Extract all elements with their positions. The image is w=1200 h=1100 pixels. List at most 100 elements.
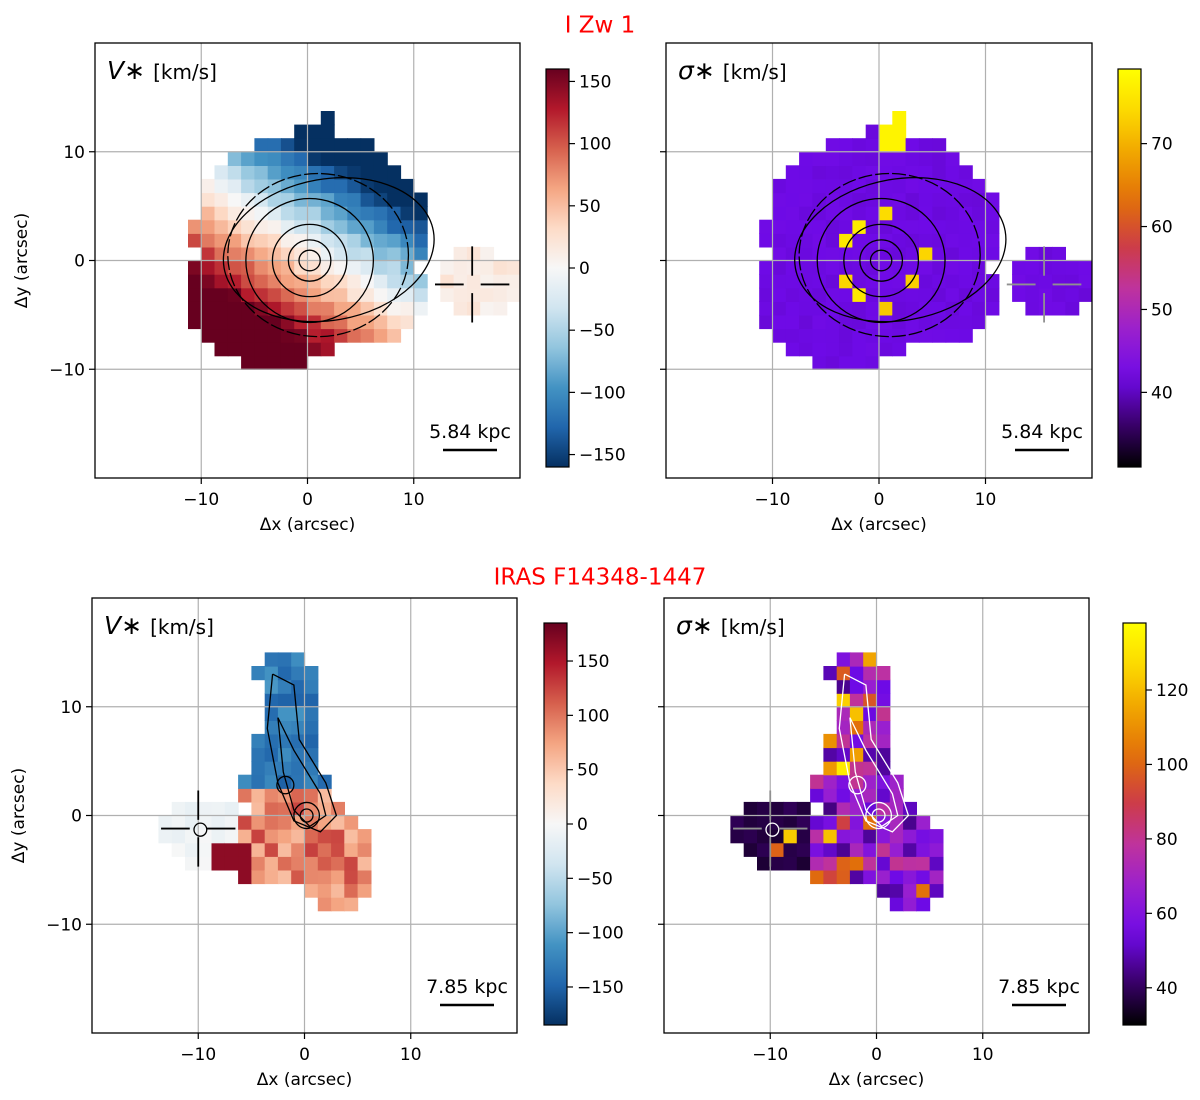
colorbar-tick-label: −50 [579,321,615,341]
map-cell [836,693,851,708]
map-cell [1052,246,1066,262]
map-cell [334,138,348,153]
map-cell [413,233,428,248]
map-cell [892,233,907,248]
map-cell [238,856,252,871]
map-cell [360,178,375,194]
map-cell [373,192,388,207]
map-cell [304,679,319,694]
map-cell [373,206,388,221]
map-cell [812,233,827,248]
map-cell [334,246,348,262]
map-cell [506,260,520,275]
map-cell [185,856,199,871]
map-cell [865,138,880,153]
map-cell [304,693,319,708]
map-cell [334,206,348,221]
map-cell [839,151,853,166]
map-cell [347,138,362,153]
map-cell [879,246,893,262]
map-cell [357,829,372,844]
map-cell [267,287,282,302]
map-cell [852,328,867,343]
map-cell [892,206,907,221]
colorbar-gradient [543,622,568,1026]
map-cell [360,287,375,302]
map-cell [238,788,252,803]
map-cell [241,260,255,275]
map-cell [945,165,960,180]
map-cell [759,219,774,234]
map-cell [785,314,800,330]
map-cell [440,274,455,289]
map-cell [344,883,359,898]
map-cell [796,829,811,844]
map-cell [757,815,771,830]
map-cell [812,328,827,343]
map-cell [331,801,345,817]
map-cell [1012,260,1026,275]
map-cell [743,829,758,844]
map-cell [770,856,785,871]
colorbar-tick-label: 100 [577,706,609,726]
contour-level [266,673,338,833]
map-cell [836,747,851,762]
map-cell [972,287,987,302]
map-cell [876,842,891,857]
map-cell [400,287,415,302]
x-axis-label: Δx (arcsec) [829,1070,924,1090]
map-cell [812,151,827,166]
map-cell [224,829,239,844]
map-cell [825,355,840,370]
x-tick-label: 10 [972,1045,994,1065]
map-cell [1052,301,1066,316]
map-cell [972,246,987,262]
contour-level [871,808,886,823]
map-cell [264,842,279,857]
map-cell [254,314,269,330]
panel-label: V∗ [km/s] [107,56,217,85]
map-cell [825,274,840,289]
map-cell [889,829,904,844]
map-cell [932,314,947,330]
map-cell [972,233,987,248]
map-cell [320,206,335,221]
map-cell [876,856,891,871]
map-cell [865,328,880,343]
contour-level [287,239,332,282]
map-cell [772,287,787,302]
map-cell [264,733,279,749]
map-cell [985,246,1000,262]
map-cell [211,842,226,857]
map-cell [291,693,306,708]
map-cell [241,355,255,370]
map-cell [214,287,229,302]
map-cell [1065,274,1080,289]
map-cell [799,178,813,194]
map-cell [267,301,282,316]
map-cell [254,355,269,370]
map-cell [277,706,292,721]
map-cell [865,355,880,370]
map-cell [320,342,335,357]
map-cell [839,138,853,153]
map-cell [480,246,495,262]
map-cell [493,301,508,316]
quantity-symbol: V∗ [107,56,145,85]
y-tick-label: 10 [63,143,85,163]
map-cell [918,246,933,262]
map-cell [294,219,309,234]
map-cell [825,287,840,302]
map-cell [198,829,213,844]
x-tick-label: 0 [874,490,885,510]
colorbar-tick-label: 60 [1151,218,1173,238]
map-cell [958,328,973,343]
map-cell [360,206,375,221]
map-cell [267,233,282,248]
map-cell [227,301,242,316]
map-cell [783,815,798,830]
map-cell [387,219,402,234]
map-cell [836,856,851,871]
map-cell [453,260,468,275]
colorbar-tick-label: 50 [579,197,601,217]
